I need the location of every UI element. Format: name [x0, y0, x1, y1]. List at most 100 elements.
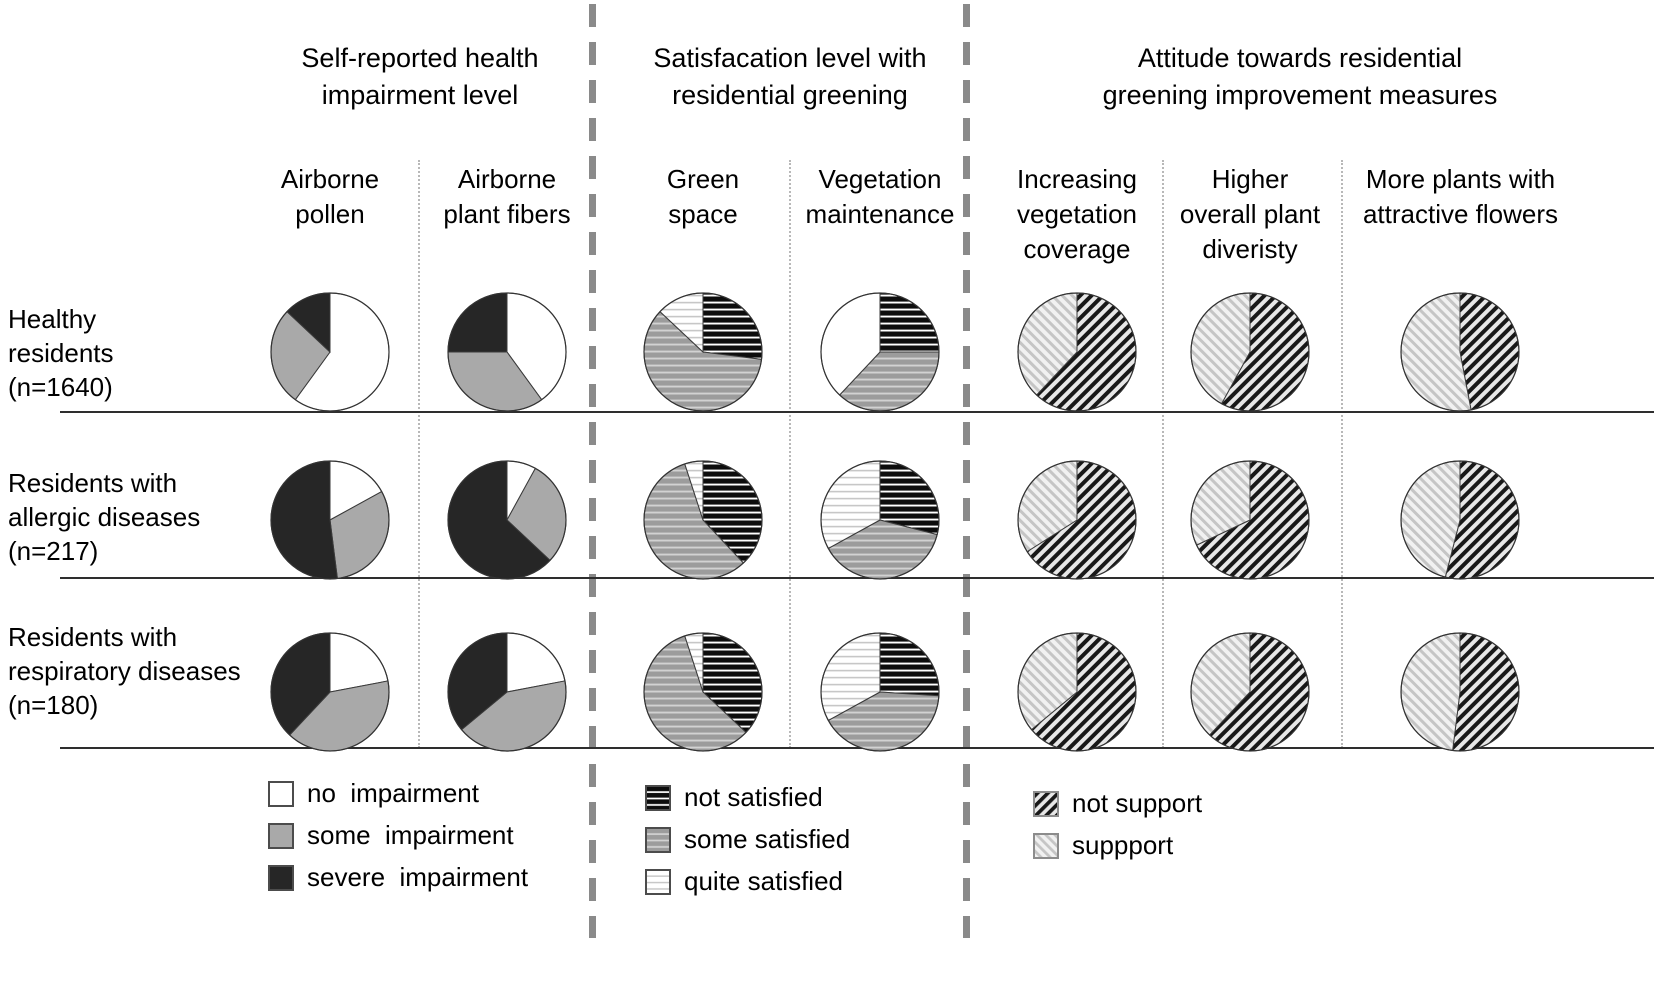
- col-header-more-plants-attractive-flowers: More plants with attractive flowers: [1343, 162, 1578, 232]
- row-label-line: (n=217): [8, 536, 99, 566]
- col-header-vegetation-maintenance: Vegetation maintenance: [780, 162, 980, 232]
- pie-green-space-row3: [643, 632, 763, 752]
- legend-label: not satisfied: [684, 782, 823, 812]
- col-header-line: Airborne: [457, 164, 557, 194]
- legend-swatch-not-support: [1033, 790, 1059, 817]
- legend-item-quite-satisfied: quite satisfied: [645, 866, 850, 897]
- legend-label: some satisfied: [684, 824, 851, 854]
- pie-outline: [447, 292, 567, 412]
- legend-label: some impairment: [307, 820, 514, 850]
- pie-green-space-row1: [643, 292, 763, 412]
- pie-outline: [643, 292, 763, 412]
- pie-outline: [1017, 632, 1137, 752]
- pie-outline: [643, 460, 763, 580]
- pie-higher-overall-plant-diveristy-row1: [1190, 292, 1310, 412]
- legend-swatch-rect: [270, 824, 292, 847]
- pie-slice-severe-impairment: [447, 292, 508, 353]
- col-header-line: Higher: [1211, 164, 1289, 194]
- row-label-healthy-residents: Healthy residents (n=1640): [8, 302, 258, 404]
- legend-label: suppport: [1072, 830, 1174, 860]
- col-header-line: Airborne: [280, 164, 380, 194]
- pie-outline: [1190, 292, 1310, 412]
- pie-vegetation-maintenance-row3: [820, 632, 940, 752]
- section-header-line: residential greening: [672, 80, 908, 110]
- col-header-line: attractive flowers: [1362, 199, 1559, 229]
- row-label-line: Residents with: [8, 468, 178, 498]
- section-header-line: Satisfacation level with: [653, 43, 927, 73]
- col-header-increasing-vegetation-coverage: Increasing vegetation coverage: [977, 162, 1177, 267]
- col-header-airborne-pollen: Airborne pollen: [230, 162, 430, 232]
- pie-airborne-pollen-row2: [270, 460, 390, 580]
- legend-item-severe-impairment: severe impairment: [268, 862, 528, 893]
- col-header-higher-overall-plant-diversity: Higher overall plant diveristy: [1150, 162, 1350, 267]
- legend-impairment: no impairment some impairment severe imp…: [268, 778, 528, 893]
- row-label-line: Healthy: [8, 304, 97, 334]
- col-header-line: pollen: [295, 199, 365, 229]
- col-header-line: coverage: [1023, 234, 1131, 264]
- legend-swatch-fill: [270, 866, 292, 889]
- legend-swatch-fill: [647, 870, 669, 893]
- row-separator-3: [60, 747, 1654, 749]
- pie-vegetation-maintenance-row1: [820, 292, 940, 412]
- legend-swatch-not-satisfied: [645, 784, 671, 811]
- legend-support: not support suppport: [1033, 788, 1202, 861]
- col-header-line: More plants with: [1365, 164, 1556, 194]
- pie-more-plants-with-attractive-flowers-row1: [1400, 292, 1520, 412]
- pie-higher-overall-plant-diveristy-row2: [1190, 460, 1310, 580]
- legend-label: severe impairment: [307, 862, 529, 892]
- section-header-impairment: Self-reported health impairment level: [230, 40, 610, 114]
- pie-vegetation-maintenance-row2: [820, 460, 940, 580]
- pie-airborne-pollen-row3: [270, 632, 390, 752]
- col-header-line: plant fibers: [443, 199, 571, 229]
- col-header-line: vegetation: [1017, 199, 1137, 229]
- pie-outline: [270, 632, 390, 752]
- section-header-line: Attitude towards residential: [1137, 43, 1463, 73]
- pie-outline: [820, 292, 940, 412]
- legend-swatch-some-satisfied: [645, 826, 671, 853]
- legend-swatch-rect: [647, 786, 669, 809]
- pie-outline: [447, 460, 567, 580]
- legend-swatch-some-impairment: [268, 822, 294, 849]
- pie-outline: [1400, 292, 1520, 412]
- row-label-line: Residents with: [8, 622, 178, 652]
- pie-airborne-plant-fibers-row2: [447, 460, 567, 580]
- pie-airborne-plant-fibers-row1: [447, 292, 567, 412]
- col-header-line: space: [668, 199, 738, 229]
- pie-green-space-row2: [643, 460, 763, 580]
- row-label-allergic-diseases: Residents with allergic diseases (n=217): [8, 466, 268, 568]
- section-header-line: impairment level: [321, 80, 519, 110]
- pie-more-plants-with-attractive-flowers-row3: [1400, 632, 1520, 752]
- legend-item-not-satisfied: not satisfied: [645, 782, 850, 813]
- legend-label: not support: [1072, 788, 1203, 818]
- pie-outline: [643, 632, 763, 752]
- legend-label: quite satisfied: [684, 866, 843, 896]
- column-divider-2: [789, 160, 791, 748]
- legend-swatch-fill: [270, 782, 292, 805]
- legend-swatch-fill: [647, 786, 669, 809]
- legend-swatch-rect: [647, 828, 669, 851]
- legend-swatch-no-impairment: [268, 780, 294, 807]
- row-label-line: residents: [8, 338, 114, 368]
- legend-swatch-rect: [270, 782, 292, 805]
- col-header-line: maintenance: [805, 199, 955, 229]
- legend-item-not-support: not support: [1033, 788, 1202, 819]
- pie-slice-not-support: [1459, 292, 1520, 411]
- pie-outline: [820, 632, 940, 752]
- column-divider-3: [1162, 160, 1164, 748]
- pie-slice-not-satisfied: [879, 292, 940, 353]
- legend-swatch-rect: [1035, 792, 1057, 815]
- pie-outline: [1017, 292, 1137, 412]
- section-header-satisfaction: Satisfacation level with residential gre…: [600, 40, 980, 114]
- pie-increasing-vegetation-coverage-row2: [1017, 460, 1137, 580]
- pie-slice-not-support: [1452, 632, 1520, 752]
- col-header-line: Green: [666, 164, 740, 194]
- col-header-green-space: Green space: [603, 162, 803, 232]
- pie-slice-support: [1400, 632, 1461, 752]
- section-header-line: Self-reported health: [301, 43, 539, 73]
- pie-outline: [270, 460, 390, 580]
- legend-swatch-rect: [1035, 834, 1057, 857]
- pie-increasing-vegetation-coverage-row3: [1017, 632, 1137, 752]
- legend-swatch-fill: [270, 824, 292, 847]
- pie-outline: [447, 632, 567, 752]
